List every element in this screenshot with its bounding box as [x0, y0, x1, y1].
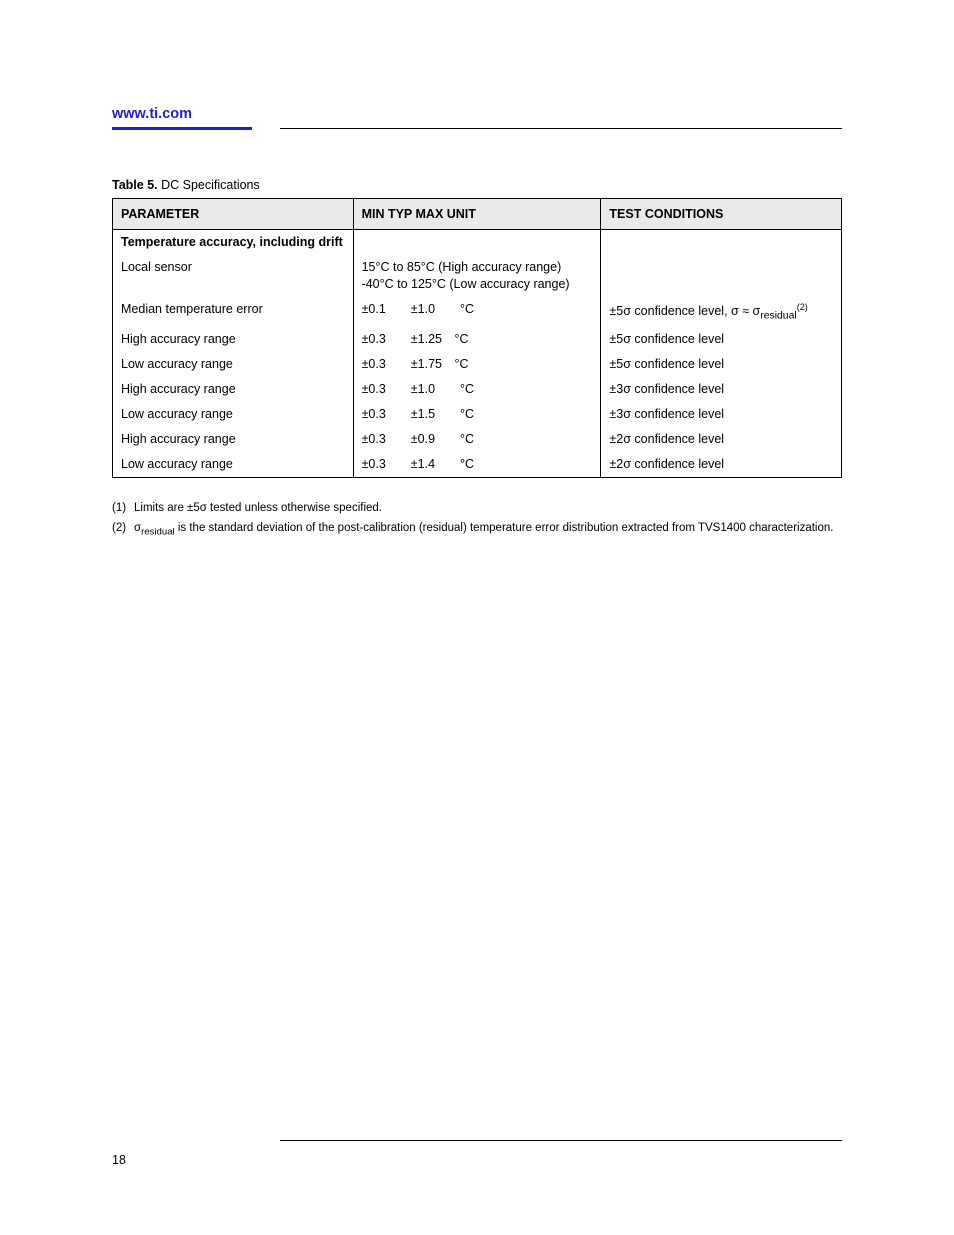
- cell-param: Temperature accuracy, including drift: [113, 230, 354, 255]
- cell-param: High accuracy range: [113, 377, 354, 402]
- footnote: (2)σresidual is the standard deviation o…: [112, 520, 842, 539]
- cell-param: Median temperature error: [113, 297, 354, 328]
- cell-cond: [601, 255, 842, 297]
- header-link[interactable]: www.ti.com: [112, 106, 252, 130]
- caption-title: DC Specifications: [158, 178, 260, 192]
- table-row: Median temperature error±0.1 ±1.0 °C±5σ …: [113, 297, 842, 328]
- table-caption: Table 5. DC Specifications: [112, 178, 842, 192]
- cell-cond: ±2σ confidence level: [601, 427, 842, 452]
- cell-cond: ±3σ confidence level: [601, 402, 842, 427]
- table-row: High accuracy range±0.3 ±1.0 °C±3σ confi…: [113, 377, 842, 402]
- footer-rule: [280, 1140, 842, 1141]
- cell-cond: ±5σ confidence level, σ ≈ σresidual(2): [601, 297, 842, 328]
- cell-param: Low accuracy range: [113, 402, 354, 427]
- cell-param: High accuracy range: [113, 327, 354, 352]
- cell-values: ±0.3 ±1.4 °C: [353, 452, 601, 477]
- table-header-row: PARAMETER MIN TYP MAX UNIT TEST CONDITIO…: [113, 199, 842, 230]
- cell-cond: ±3σ confidence level: [601, 377, 842, 402]
- col-conditions: TEST CONDITIONS: [601, 199, 842, 230]
- cell-values: 15°C to 85°C (High accuracy range)-40°C …: [353, 255, 601, 297]
- cell-values: ±0.3 ±1.5 °C: [353, 402, 601, 427]
- cell-param: Local sensor: [113, 255, 354, 297]
- cell-values: ±0.3 ±1.0 °C: [353, 377, 601, 402]
- cell-values: ±0.3 ±0.9 °C: [353, 427, 601, 452]
- cell-values: ±0.1 ±1.0 °C: [353, 297, 601, 328]
- caption-prefix: Table 5.: [112, 178, 158, 192]
- cell-values: ±0.3 ±1.75 °C: [353, 352, 601, 377]
- footnotes: (1)Limits are ±5σ tested unless otherwis…: [112, 500, 842, 540]
- cell-param: High accuracy range: [113, 427, 354, 452]
- table-row: Low accuracy range±0.3 ±1.5 °C±3σ confid…: [113, 402, 842, 427]
- table-row: High accuracy range±0.3 ±0.9 °C±2σ confi…: [113, 427, 842, 452]
- table-row: Temperature accuracy, including drift: [113, 230, 842, 255]
- cell-cond: ±5σ confidence level: [601, 327, 842, 352]
- table-row: High accuracy range±0.3 ±1.25 °C±5σ conf…: [113, 327, 842, 352]
- table-row: Local sensor15°C to 85°C (High accuracy …: [113, 255, 842, 297]
- cell-values: ±0.3 ±1.25 °C: [353, 327, 601, 352]
- page-number: 18: [112, 1153, 126, 1167]
- cell-values: [353, 230, 601, 255]
- cell-cond: ±5σ confidence level: [601, 352, 842, 377]
- cell-cond: [601, 230, 842, 255]
- table-row: Low accuracy range±0.3 ±1.4 °C±2σ confid…: [113, 452, 842, 477]
- page-header: www.ti.com: [112, 106, 842, 130]
- col-parameter: PARAMETER: [113, 199, 354, 230]
- cell-param: Low accuracy range: [113, 352, 354, 377]
- footnote: (1)Limits are ±5σ tested unless otherwis…: [112, 500, 842, 517]
- header-rule: [280, 128, 842, 129]
- cell-param: Low accuracy range: [113, 452, 354, 477]
- table-row: Low accuracy range±0.3 ±1.75 °C±5σ confi…: [113, 352, 842, 377]
- cell-cond: ±2σ confidence level: [601, 452, 842, 477]
- col-values: MIN TYP MAX UNIT: [353, 199, 601, 230]
- spec-table: PARAMETER MIN TYP MAX UNIT TEST CONDITIO…: [112, 198, 842, 478]
